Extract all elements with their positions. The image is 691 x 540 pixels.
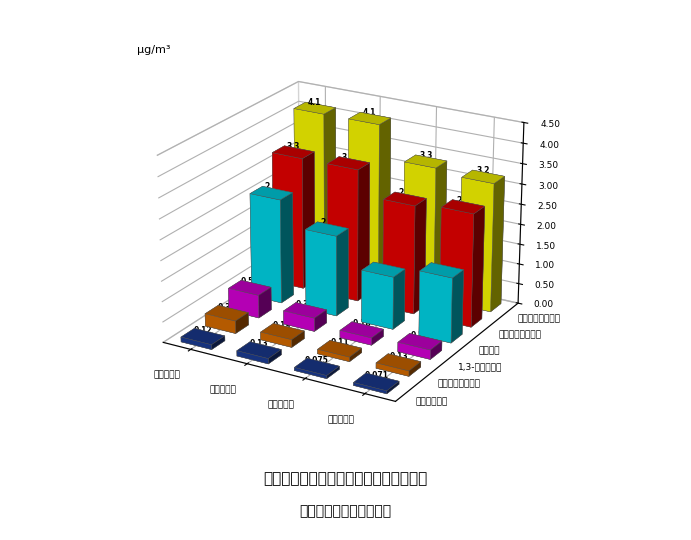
Text: 平成１７年度有害大気汚染物質年平均値: 平成１７年度有害大気汚染物質年平均値: [263, 471, 428, 486]
Text: （非有機塩素系化合物）: （非有機塩素系化合物）: [299, 504, 392, 518]
Text: μg/m³: μg/m³: [138, 45, 171, 55]
